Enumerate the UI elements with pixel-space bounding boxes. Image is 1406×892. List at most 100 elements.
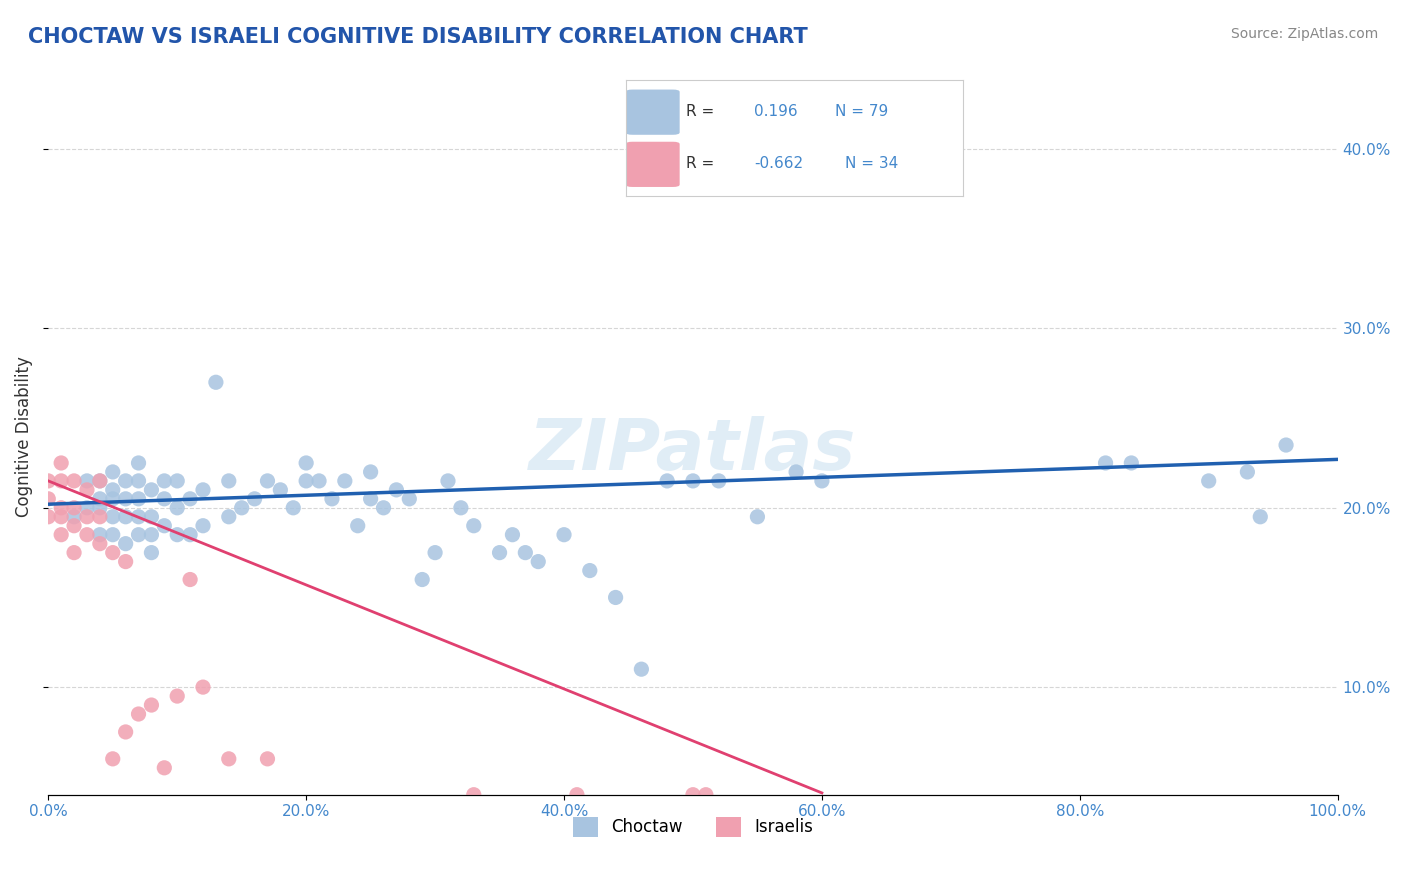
Legend: Choctaw, Israelis: Choctaw, Israelis: [567, 810, 820, 844]
Point: [437, 474, 460, 488]
Point: [37, 491, 59, 506]
Point: [785, 465, 807, 479]
Point: [63, 546, 86, 560]
Point: [76, 483, 98, 497]
Point: [360, 465, 382, 479]
Point: [153, 518, 176, 533]
Point: [166, 500, 188, 515]
Y-axis label: Cognitive Disability: Cognitive Disability: [15, 356, 32, 516]
Point: [114, 536, 136, 550]
Point: [630, 662, 652, 676]
Point: [385, 483, 408, 497]
Point: [450, 500, 472, 515]
Text: 0.196: 0.196: [754, 104, 797, 120]
Point: [101, 509, 124, 524]
Text: N = 79: N = 79: [835, 104, 889, 120]
Point: [578, 564, 600, 578]
Point: [1236, 465, 1258, 479]
Point: [76, 509, 98, 524]
Point: [114, 491, 136, 506]
Point: [63, 474, 86, 488]
Point: [682, 788, 704, 802]
Point: [269, 483, 291, 497]
Point: [283, 500, 305, 515]
Point: [256, 752, 278, 766]
Point: [191, 518, 214, 533]
Point: [101, 465, 124, 479]
Point: [101, 752, 124, 766]
Point: [179, 573, 201, 587]
Point: [295, 456, 318, 470]
Text: R =: R =: [686, 104, 714, 120]
Text: CHOCTAW VS ISRAELI COGNITIVE DISABILITY CORRELATION CHART: CHOCTAW VS ISRAELI COGNITIVE DISABILITY …: [28, 27, 808, 46]
Point: [1249, 509, 1271, 524]
Point: [89, 509, 111, 524]
Point: [707, 474, 730, 488]
Point: [243, 491, 266, 506]
Point: [231, 500, 253, 515]
Point: [101, 546, 124, 560]
Point: [76, 527, 98, 541]
Point: [63, 500, 86, 515]
Point: [218, 752, 240, 766]
Point: [89, 474, 111, 488]
Point: [141, 546, 163, 560]
Point: [37, 474, 59, 488]
Point: [695, 788, 717, 802]
FancyBboxPatch shape: [626, 142, 679, 187]
Point: [51, 500, 73, 515]
Point: [218, 509, 240, 524]
Point: [141, 698, 163, 712]
Point: [166, 689, 188, 703]
Point: [373, 500, 395, 515]
Point: [128, 509, 150, 524]
Point: [141, 509, 163, 524]
Point: [51, 509, 73, 524]
Point: [89, 491, 111, 506]
FancyBboxPatch shape: [626, 89, 679, 135]
Point: [89, 474, 111, 488]
Point: [501, 527, 523, 541]
Point: [411, 573, 433, 587]
Point: [308, 474, 330, 488]
Point: [1094, 456, 1116, 470]
Point: [89, 536, 111, 550]
Point: [179, 527, 201, 541]
Point: [51, 456, 73, 470]
Point: [89, 527, 111, 541]
Point: [811, 474, 834, 488]
Point: [463, 518, 485, 533]
Point: [346, 518, 368, 533]
Point: [218, 474, 240, 488]
Text: -0.662: -0.662: [754, 156, 803, 171]
Text: Source: ZipAtlas.com: Source: ZipAtlas.com: [1230, 27, 1378, 41]
Point: [128, 456, 150, 470]
Point: [423, 546, 446, 560]
Point: [191, 483, 214, 497]
Point: [321, 491, 343, 506]
Point: [128, 706, 150, 721]
Point: [333, 474, 356, 488]
Point: [114, 555, 136, 569]
Point: [205, 376, 228, 390]
Point: [527, 555, 550, 569]
Point: [295, 474, 318, 488]
Point: [128, 474, 150, 488]
Point: [76, 500, 98, 515]
Point: [1198, 474, 1220, 488]
Point: [114, 509, 136, 524]
Point: [153, 491, 176, 506]
Point: [166, 474, 188, 488]
Point: [488, 546, 510, 560]
Point: [256, 474, 278, 488]
Point: [463, 788, 485, 802]
Text: N = 34: N = 34: [845, 156, 898, 171]
Point: [1275, 438, 1298, 452]
Point: [101, 483, 124, 497]
Point: [51, 474, 73, 488]
Point: [37, 509, 59, 524]
Point: [76, 474, 98, 488]
Point: [141, 483, 163, 497]
Point: [89, 500, 111, 515]
Point: [657, 474, 679, 488]
